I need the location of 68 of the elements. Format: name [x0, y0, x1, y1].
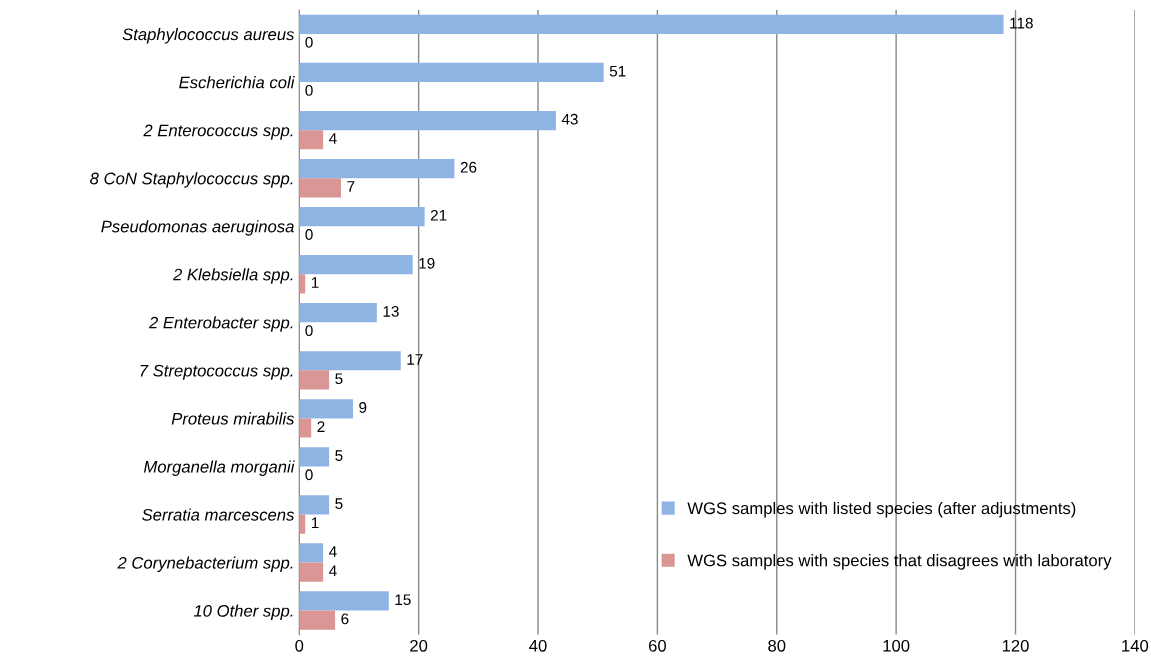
data-label: 0	[305, 84, 313, 96]
data-label: 21	[430, 209, 447, 221]
x-tick-label: 100	[883, 639, 910, 652]
data-label: 2	[317, 421, 325, 432]
y-tick-label: 2 Corynebacterium spp.	[117, 556, 293, 573]
legend-label: WGS samples with species that disagrees with laboratory	[687, 554, 1112, 570]
legend-label: WGS samples with listed species (after adjustments)	[687, 501, 1076, 518]
data-label: 6	[341, 613, 349, 625]
y-tick-label: Pseudomonas aeruginosa	[101, 220, 294, 236]
bar	[299, 495, 330, 515]
data-label: 0	[305, 469, 313, 481]
bar	[299, 399, 353, 419]
data-label: 19	[419, 257, 435, 269]
bar	[299, 351, 401, 371]
bar	[299, 158, 455, 179]
bar	[299, 130, 324, 150]
bar	[299, 14, 1004, 35]
y-tick-label: Morganella morganii	[143, 460, 295, 476]
data-label: 5	[335, 373, 343, 385]
bar	[299, 255, 413, 275]
data-label: 0	[305, 229, 313, 240]
y-tick-label: 8 CoN Staphylococcus spp.	[90, 172, 293, 188]
y-tick-label: 2 Klebsiella spp.	[172, 268, 293, 284]
bar	[299, 303, 377, 323]
y-tick-label: 2 Enterococcus spp.	[143, 124, 293, 140]
data-label: 43	[561, 113, 578, 125]
data-label: 4	[329, 133, 337, 144]
data-label: 7	[347, 181, 355, 192]
y-tick-label: Staphylococcus aureus	[122, 28, 295, 44]
data-label: 0	[305, 325, 313, 337]
y-tick-label: Proteus mirabilis	[171, 412, 295, 425]
y-tick-label: 7 Streptococcus spp.	[140, 364, 293, 380]
bar	[299, 591, 389, 611]
x-tick-label: 40	[529, 639, 547, 652]
y-tick-label: 10 Other spp.	[193, 604, 293, 621]
data-label: 9	[359, 402, 367, 413]
bar	[299, 207, 425, 227]
bar	[299, 370, 330, 390]
x-tick-label: 80	[768, 639, 786, 652]
y-tick-label: Serratia marcescens	[142, 508, 295, 521]
bar	[299, 562, 324, 582]
data-label: 13	[383, 305, 399, 317]
data-label: 26	[460, 161, 477, 173]
x-tick-label: 0	[295, 639, 304, 652]
x-tick-label: 120	[1002, 639, 1029, 652]
data-label: 1	[311, 517, 319, 529]
bar	[299, 62, 604, 83]
bar	[299, 178, 342, 198]
x-tick-label: 20	[410, 639, 428, 652]
data-label: 0	[305, 36, 313, 48]
data-label: 17	[407, 354, 423, 365]
data-label: 4	[329, 565, 337, 577]
data-label: 51	[609, 65, 626, 77]
bar	[299, 543, 324, 563]
y-tick-label: 2 Enterobacter spp.	[148, 316, 293, 332]
bar	[299, 418, 312, 438]
x-tick-label: 140	[1122, 639, 1149, 652]
data-label: 5	[335, 450, 343, 461]
data-label: 4	[329, 546, 337, 557]
data-label: 1	[311, 277, 319, 288]
y-tick-label: Escherichia coli	[179, 76, 295, 89]
data-label: 15	[395, 594, 411, 606]
data-label: 118	[1010, 17, 1033, 29]
x-tick-label: 60	[648, 639, 666, 652]
bar	[299, 610, 336, 630]
bar	[299, 110, 556, 131]
data-label: 5	[335, 498, 343, 509]
bar	[299, 447, 330, 467]
